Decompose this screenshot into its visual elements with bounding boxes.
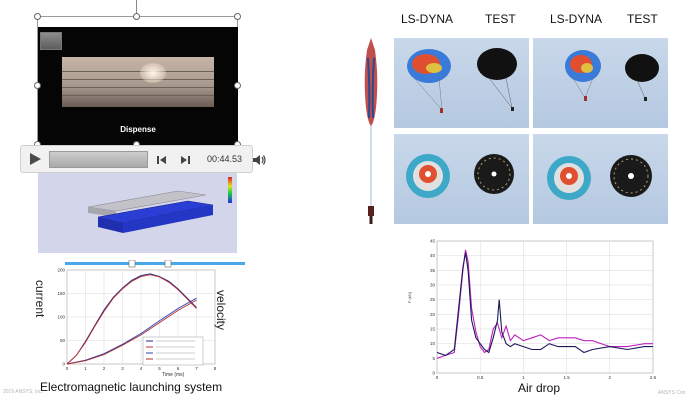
em-left-label: current [33,280,47,318]
series-line-1 [436,252,653,357]
header-test-2: TEST [627,12,658,26]
x-tick-label: 7 [195,366,198,371]
x-tick-label: 2 [609,375,612,380]
simulation-image [38,173,237,253]
photo-test-bottom [533,134,668,224]
photo-lsdyna-side [394,38,529,128]
y-tick-label: 35 [430,268,436,273]
header-lsdyna-1: LS-DYNA [401,12,454,26]
x-tick-label: 0 [66,366,69,371]
chart-scroll-bar [65,262,245,265]
volume-icon[interactable] [252,153,266,167]
series-line-1 [66,274,197,365]
play-icon[interactable] [27,151,43,167]
x-tick-label: 3 [121,366,124,371]
x-tick-label: 0.5 [477,375,484,380]
video-player[interactable]: Dispense [38,27,238,145]
x-tick-label: 2.5 [650,375,657,380]
series-line-0 [436,249,653,359]
series-line-0 [66,273,197,365]
footer-copyright: 2019 ANSYS, Inc. [3,389,44,395]
em-launch-chart: 0 1 2 3 4 5 6 7 8 0 50 100 150 200 Time (ms) current … [33,259,260,378]
timecode: 00:44.53 [207,154,243,164]
series-line-2 [66,297,197,365]
x-tick-label: 5 [158,366,161,371]
em-title: Electromagnetic launching system [40,380,223,394]
header-test-1: TEST [485,12,516,26]
em-right-label: velocity [214,290,228,331]
y-tick-label: 30 [430,283,436,288]
x-tick-label: 0 [436,375,439,380]
photo-lsdyna-bottom [394,134,529,224]
chart-legend [142,336,204,366]
video-caption: Dispense [120,125,156,134]
step-forward-icon[interactable] [179,154,191,166]
y-tick-label: 15 [430,327,436,332]
media-control-bar: 00:44.53 [20,145,266,173]
header-lsdyna-2: LS-DYNA [550,12,603,26]
parachute-column-image [356,38,386,238]
y-tick-label: 0 [62,362,65,367]
resize-handle-e[interactable] [234,82,241,89]
x-tick-label: 1.5 [563,375,570,380]
y-tick-label: 200 [57,268,65,273]
y-tick-label: 5 [432,356,435,361]
chart-scroll-thumb[interactable] [128,259,136,268]
y-tick-label: 20 [430,312,436,317]
resize-handle-w[interactable] [34,82,41,89]
x-tick-label: 1 [84,366,87,371]
photo-lsdyna-side-2 [533,38,668,128]
plot-area [436,240,654,374]
y-tick-label: 50 [60,338,66,343]
rotation-handle-line [136,0,137,16]
y-tick-label: 40 [430,253,436,258]
resize-handle-ne[interactable] [234,13,241,20]
y-tick-label: 25 [430,297,436,302]
em-xlabel: Time (ms) [162,372,185,378]
airdrop-title: Air drop [518,381,561,395]
footer-brand: ANSYS Con [658,390,686,396]
y-tick-label: 100 [57,315,65,320]
y-tick-label: 150 [57,291,65,296]
video-thumbnail [40,32,62,50]
seek-bar[interactable] [49,151,148,168]
y-tick-label: 45 [430,239,436,244]
y-tick-label: 0 [432,371,435,376]
step-back-icon[interactable] [156,154,168,166]
resize-handle-nw[interactable] [34,13,41,20]
x-tick-label: 1 [522,375,525,380]
airdrop-chart: 0 0.5 1 1.5 2 2.5 0 5 10 15 20 25 30 35 40 45 F (kN) [395,233,663,386]
x-tick-label: 2 [103,366,106,371]
resize-handle-n[interactable] [133,13,140,20]
video-scene [62,57,214,107]
series-line-3 [66,299,197,365]
x-tick-label: 4 [140,366,143,371]
chart-scroll-thumb-2[interactable] [164,259,172,268]
airdrop-ylabel: F (kN) [407,291,412,303]
x-tick-label: 8 [214,366,217,371]
x-tick-label: 6 [177,366,180,371]
y-tick-label: 10 [430,341,436,346]
